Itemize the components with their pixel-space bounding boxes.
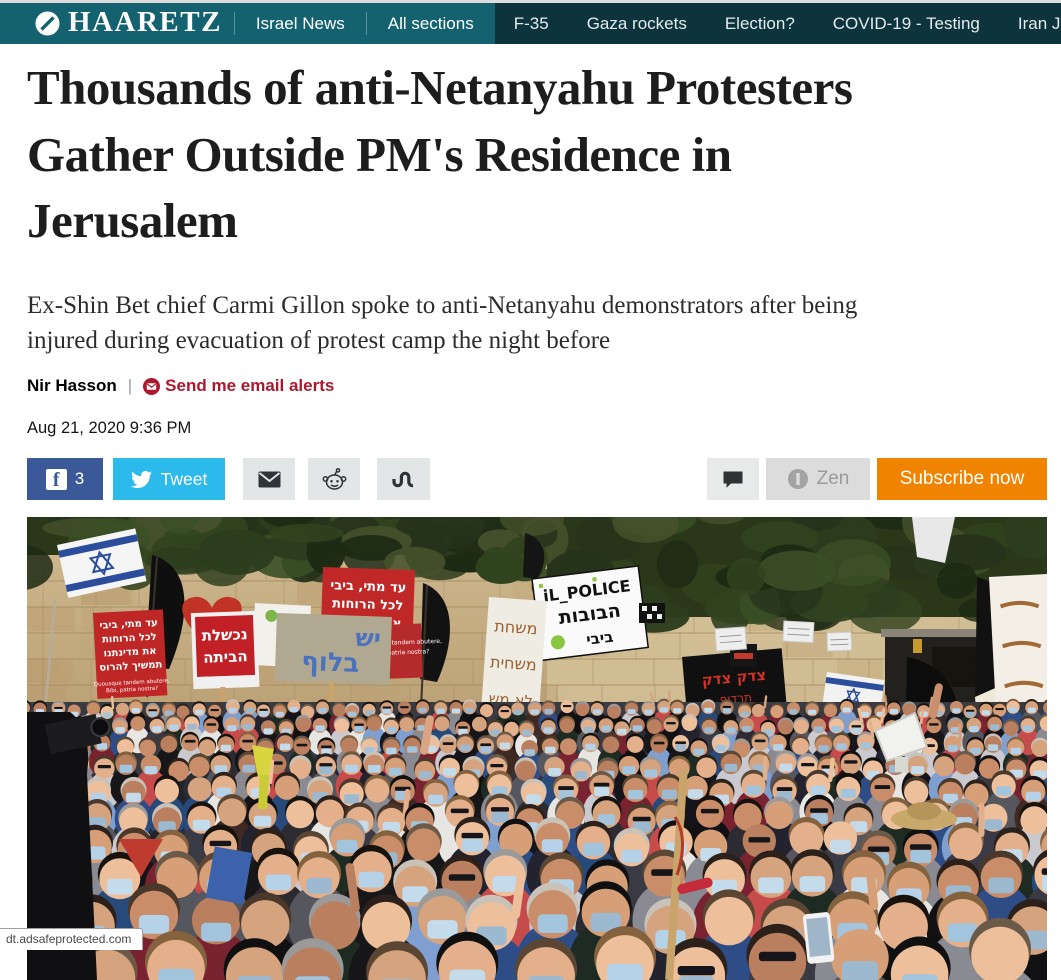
facebook-share-count: 3 (75, 469, 84, 489)
zen-label: Zen (817, 468, 850, 490)
red-protest-sign-left: עד מתי, ביבי לכל הרוחות את מדינתנו תמשיך… (90, 609, 170, 699)
nav-item-all-sections[interactable]: All sections (367, 3, 495, 44)
svg-text:לכל הרוחות: לכל הרוחות (332, 597, 404, 614)
tweet-button[interactable]: Tweet (113, 458, 225, 500)
comment-bubble-icon (722, 470, 744, 489)
cardboard-sign: יש בלוף (275, 613, 392, 685)
reddit-icon (321, 468, 348, 491)
nav-item-election[interactable]: Election? (706, 3, 814, 44)
email-share-button[interactable] (243, 458, 295, 500)
share-toolbar: f 3 Tweet (27, 458, 1047, 500)
author-name[interactable]: Nir Hasson (27, 376, 117, 396)
brand-name: HAARETZ (68, 8, 222, 39)
email-alert-icon (143, 378, 160, 395)
headline-line: Jerusalem (27, 188, 1042, 255)
svg-text:נכשלת: נכשלת (201, 625, 248, 645)
svg-text:בלוף: בלוף (301, 647, 360, 679)
byline: Nir Hasson | Send me email alerts (27, 376, 1047, 396)
nav-item-iran[interactable]: Iran J (999, 3, 1061, 44)
svg-text:משחית: משחית (489, 652, 537, 674)
svg-text:ביבי: ביבי (585, 628, 614, 649)
nav-topics: F-35 Gaza rockets Election? COVID-19 - T… (495, 3, 1061, 44)
twitter-icon (131, 469, 152, 490)
subscribe-button[interactable]: Subscribe now (877, 458, 1047, 500)
browser-status-tooltip: dt.adsafeprotected.com (0, 928, 143, 950)
email-alerts-label: Send me email alerts (165, 376, 334, 396)
zen-icon (787, 468, 809, 490)
headline-line: Thousands of anti-Netanyahu Protesters (27, 55, 1042, 122)
nav-item-israel-news[interactable]: Israel News (235, 3, 366, 44)
stumbleupon-share-button[interactable] (377, 458, 430, 500)
checkered-flag (639, 603, 665, 623)
nav-item-covid-testing[interactable]: COVID-19 - Testing (814, 3, 999, 44)
byline-divider: | (128, 376, 132, 396)
subheadline-line: injured during evacuation of protest cam… (27, 323, 1022, 359)
straw-hat-crown (907, 802, 941, 820)
facebook-icon: f (46, 469, 67, 490)
svg-text:עד מתי, ביבי: עד מתי, ביבי (330, 578, 406, 596)
publish-timestamp: Aug 21, 2020 9:36 PM (27, 419, 1047, 438)
comments-button[interactable] (707, 458, 759, 500)
lead-photo-protest-crowd: עד מתי, ביבי לכל הרוחות את מדינתנו תמשיך… (27, 517, 1047, 980)
email-alerts-link[interactable]: Send me email alerts (143, 376, 334, 396)
svg-text:הביתה: הביתה (203, 647, 248, 667)
subheadline: Ex-Shin Bet chief Carmi Gillon spoke to … (27, 288, 1022, 360)
nav-item-gaza-rockets[interactable]: Gaza rockets (568, 3, 706, 44)
failed-go-home-sign: נכשלת הביתה (191, 611, 260, 689)
haaretz-logo[interactable]: HAARETZ (0, 3, 234, 44)
reddit-share-button[interactable] (308, 458, 360, 500)
haaretz-circle-icon (34, 10, 61, 37)
subheadline-line: Ex-Shin Bet chief Carmi Gillon spoke to … (27, 288, 1022, 324)
zen-button[interactable]: Zen (766, 458, 870, 500)
envelope-icon (258, 471, 281, 488)
il-police-sign: iL_POLICE הבובות ביבי (532, 566, 648, 660)
phone-held-up (803, 912, 835, 965)
facebook-share-button[interactable]: f 3 (27, 458, 103, 500)
protest-photo-illustration: עד מתי, ביבי לכל הרוחות את מדינתנו תמשיך… (27, 517, 1047, 980)
top-nav: HAARETZ Israel News All sections F-35 Ga… (0, 3, 1061, 44)
stumbleupon-icon (391, 471, 416, 488)
svg-text:משחת: משחת (494, 617, 538, 639)
tweet-label: Tweet (161, 469, 208, 490)
yellow-horn-shaft (258, 775, 269, 809)
nav-item-f35[interactable]: F-35 (495, 3, 568, 44)
headline-line: Gather Outside PM's Residence in (27, 122, 1042, 189)
subscribe-label: Subscribe now (900, 468, 1025, 490)
